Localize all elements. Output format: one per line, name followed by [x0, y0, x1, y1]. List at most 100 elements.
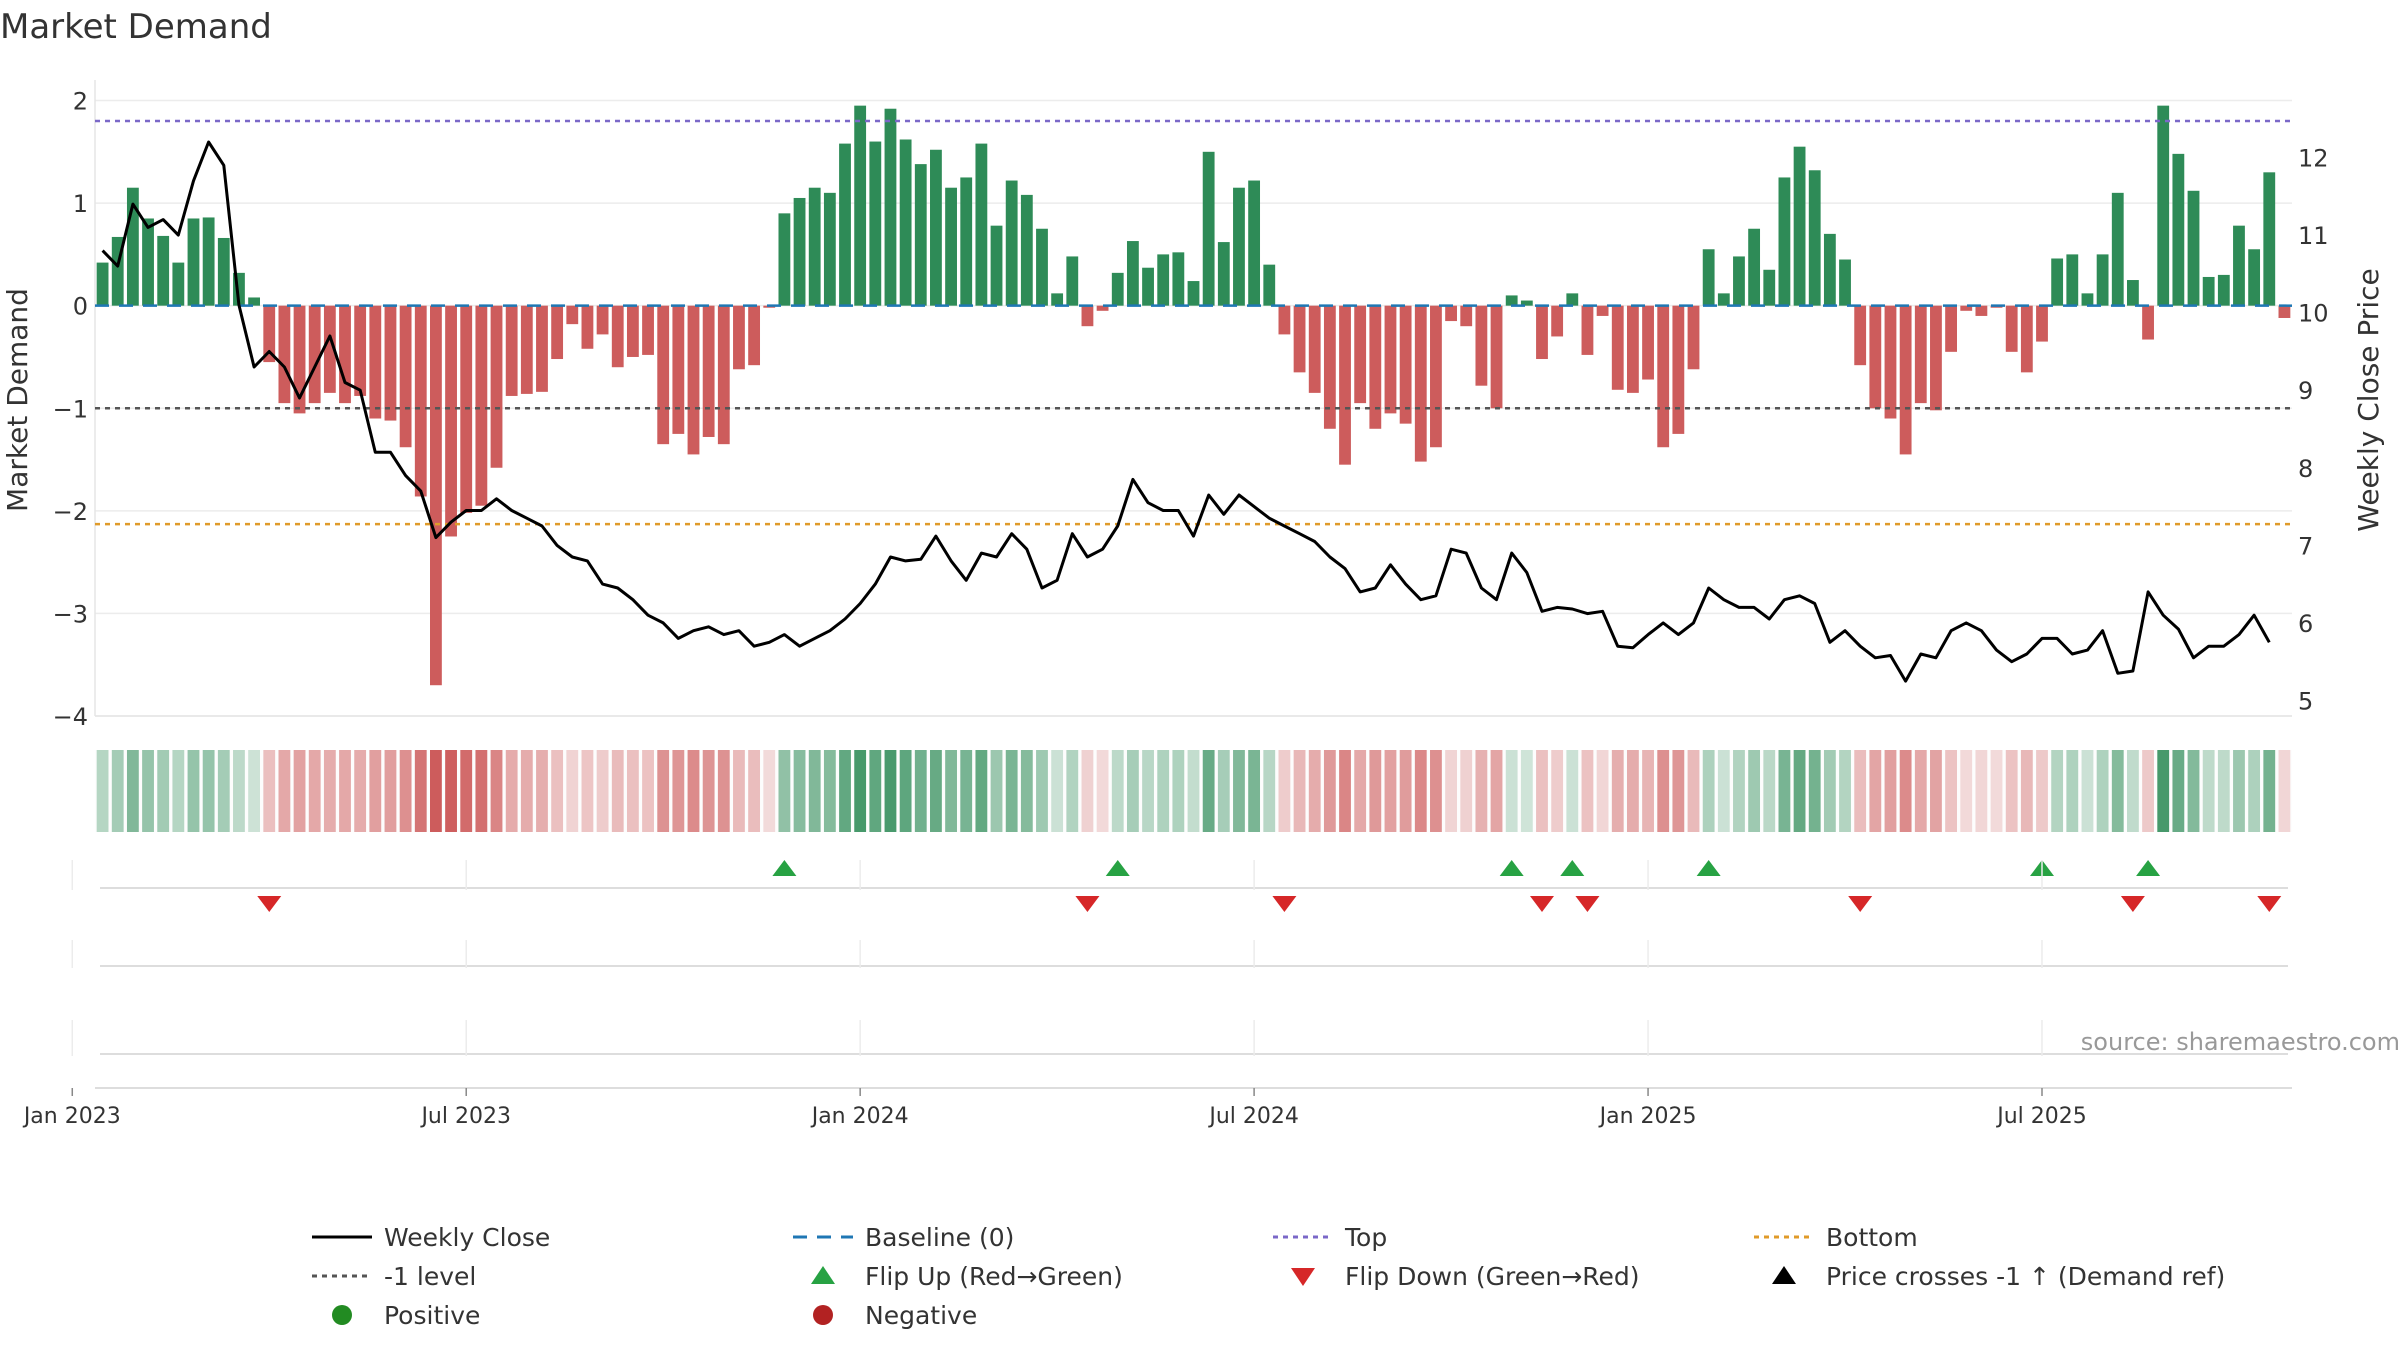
- legend-triangle-up-icon: [1772, 1266, 1796, 1284]
- negative-demand-bar: [475, 305, 488, 506]
- heat-cell-positive: [884, 750, 897, 832]
- positive-demand-bar: [1172, 252, 1185, 306]
- heat-cell-negative: [1854, 750, 1867, 832]
- heat-cell-negative: [657, 750, 670, 832]
- flip-up-marker: [1696, 860, 1721, 876]
- x-tick-label: Jul 2023: [419, 1104, 511, 1129]
- negative-demand-bar: [672, 305, 685, 434]
- negative-demand-bar: [581, 305, 594, 349]
- negative-demand-bar: [748, 305, 761, 366]
- heat-cell-negative: [1551, 750, 1564, 832]
- heat-cell-positive: [2248, 750, 2261, 832]
- y-tick-label: −4: [53, 703, 88, 731]
- positive-demand-bar: [1051, 293, 1064, 306]
- positive-demand-bar: [839, 143, 851, 306]
- positive-demand-bar: [1217, 242, 1230, 306]
- positive-demand-bar: [1020, 194, 1033, 306]
- demand-heat-strip: [95, 750, 2292, 832]
- positive-demand-bar: [96, 262, 109, 306]
- heat-cell-positive: [1823, 750, 1836, 832]
- negative-demand-bar: [369, 305, 382, 419]
- positive-demand-bar: [2248, 249, 2261, 306]
- positive-demand-bar: [990, 225, 1003, 306]
- negative-demand-bar: [1475, 305, 1488, 386]
- positive-demand-bar: [1142, 267, 1154, 306]
- heat-cell-negative: [1081, 750, 1094, 832]
- heat-cell-positive: [157, 750, 170, 832]
- negative-demand-bar: [1278, 305, 1291, 335]
- heat-cell-negative: [1293, 750, 1306, 832]
- negative-demand-bar: [1384, 305, 1397, 414]
- flip-up-marker: [1105, 860, 1130, 876]
- heat-cell-positive: [1702, 750, 1715, 832]
- negative-demand-bar: [1854, 305, 1867, 366]
- heat-cell-negative: [763, 750, 776, 832]
- positive-demand-bar: [793, 197, 806, 306]
- negative-demand-bar: [1642, 305, 1654, 380]
- heat-cell-negative: [414, 750, 427, 832]
- heat-cell-negative: [505, 750, 518, 832]
- heat-cell-positive: [1505, 750, 1518, 832]
- negative-demand-bar: [1914, 305, 1927, 404]
- positive-demand-bar: [187, 218, 200, 306]
- negative-demand-bar: [445, 305, 457, 537]
- heat-cell-negative: [1672, 750, 1685, 832]
- heat-cell-positive: [2172, 750, 2185, 832]
- negative-demand-bar: [2142, 305, 2154, 340]
- weekly-close-price-line: [101, 140, 2271, 683]
- negative-demand-bar: [611, 305, 624, 368]
- heat-cell-positive: [248, 750, 261, 832]
- y2-tick-label: 5: [2298, 687, 2313, 715]
- y2-tick-label: 7: [2298, 532, 2313, 560]
- legend-label: Weekly Close: [384, 1223, 550, 1252]
- heat-cell-negative: [2020, 750, 2033, 832]
- heat-cell-negative: [2142, 750, 2154, 832]
- negative-demand-bar: [1339, 305, 1351, 465]
- positive-demand-bar: [914, 164, 927, 306]
- heat-cell-positive: [2066, 750, 2079, 832]
- negative-demand-bar: [717, 305, 730, 445]
- positive-demand-bar: [157, 235, 170, 306]
- heat-cell-negative: [2278, 750, 2291, 832]
- heat-cell-positive: [823, 750, 836, 832]
- positive-demand-bar: [2187, 190, 2200, 306]
- negative-demand-bar: [687, 305, 700, 455]
- y2-tick-label: 8: [2298, 455, 2313, 483]
- heat-cell-negative: [748, 750, 761, 832]
- heat-cell-negative: [308, 750, 321, 832]
- heat-cell-negative: [1642, 750, 1654, 832]
- heat-cell-negative: [2036, 750, 2048, 832]
- negative-demand-bar: [430, 305, 442, 686]
- heat-cell-positive: [1187, 750, 1200, 832]
- positive-demand-bar: [975, 143, 988, 306]
- heat-cell-positive: [111, 750, 124, 832]
- heat-cell-positive: [1005, 750, 1018, 832]
- legend: Weekly Close Baseline (0) Top Bottom -1 leve…: [312, 1223, 2225, 1330]
- heat-cell-positive: [2081, 750, 2094, 832]
- heat-cell-positive: [2263, 750, 2276, 832]
- heat-cell-positive: [808, 750, 821, 832]
- heat-cell-positive: [1157, 750, 1170, 832]
- positive-demand-bar: [2233, 225, 2245, 306]
- heat-cell-negative: [1945, 750, 1957, 832]
- heat-cell-positive: [778, 750, 791, 832]
- legend-circle-icon: [332, 1305, 352, 1325]
- positive-demand-bar: [1111, 272, 1124, 306]
- x-tick-label: Jan 2023: [22, 1104, 121, 1129]
- heat-cell-positive: [869, 750, 882, 832]
- x-ticks: Jan 2023 Jul 2023 Jan 2024 Jul 2024 Jan 2025…: [22, 1088, 2087, 1129]
- negative-demand-bar: [339, 305, 351, 404]
- chart-title: Market Demand: [0, 7, 272, 47]
- heat-cell-negative: [1581, 750, 1594, 832]
- positive-demand-bar: [142, 218, 154, 306]
- positive-demand-bar: [111, 236, 124, 306]
- heat-cell-negative: [1339, 750, 1351, 832]
- y-tick-label: −3: [53, 600, 88, 628]
- positive-demand-bar: [823, 192, 836, 306]
- positive-demand-bar: [1263, 264, 1276, 306]
- heat-cell-negative: [1596, 750, 1609, 832]
- heat-cell-negative: [1930, 750, 1942, 832]
- heat-cell-negative: [1369, 750, 1382, 832]
- heat-cell-positive: [1778, 750, 1791, 832]
